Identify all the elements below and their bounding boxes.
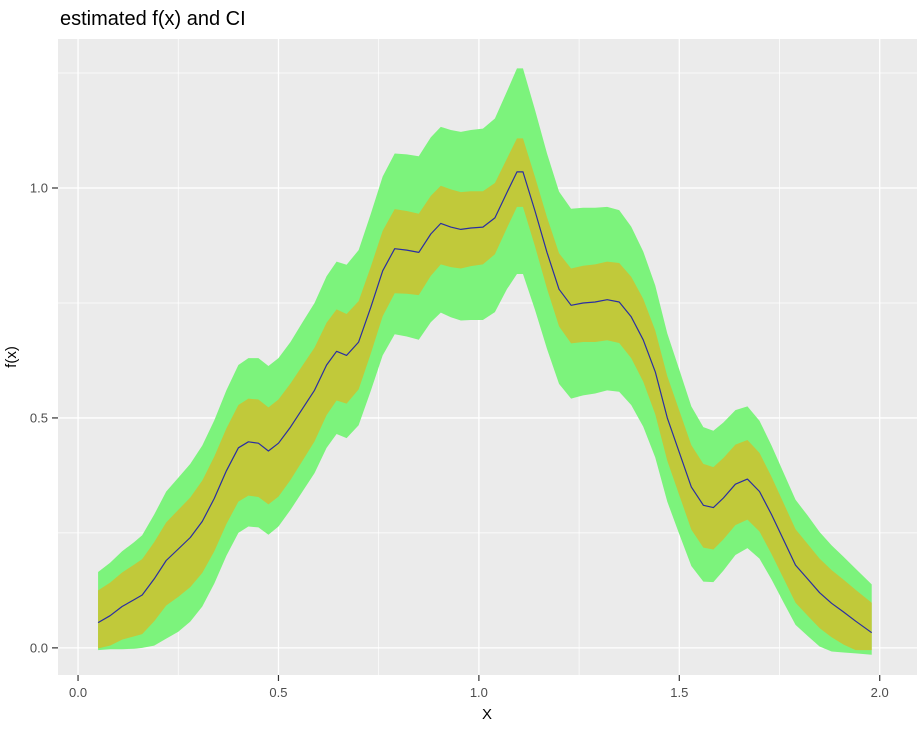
- ci-outer-band: [98, 68, 872, 655]
- x-tick-label: 1.0: [470, 685, 488, 700]
- y-tick-label: 0.0: [30, 640, 48, 655]
- x-axis-title: X: [482, 706, 492, 723]
- estimate-line: [97, 171, 873, 634]
- ci-inner-band: [98, 138, 872, 651]
- plot-title: estimated f(x) and CI: [60, 8, 246, 30]
- x-tick-label: 0.5: [269, 685, 287, 700]
- y-axis-title: f(x): [3, 346, 20, 368]
- plot-panel: 0.0 0.5 1.0 1.5 2.0 0.0 0.5 1.0: [30, 39, 917, 700]
- x-tick-label: 1.5: [670, 685, 688, 700]
- y-tick-label: 0.5: [30, 410, 48, 425]
- y-tick-label: 1.0: [30, 180, 48, 195]
- x-tick-label: 2.0: [871, 685, 889, 700]
- x-tick-label: 0.0: [69, 685, 87, 700]
